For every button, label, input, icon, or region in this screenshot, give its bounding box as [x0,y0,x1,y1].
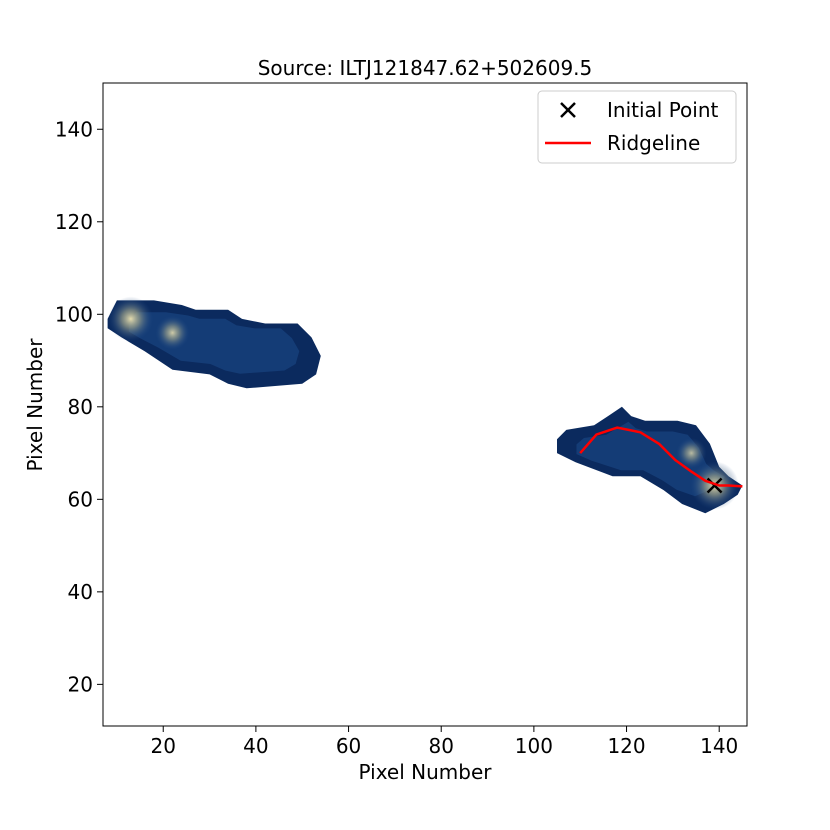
x-tick-label: 20 [151,734,176,758]
x-tick-label: 80 [428,734,453,758]
x-tick-label: 100 [515,734,553,758]
legend-box [537,90,737,164]
series-layer [579,426,743,494]
x-tick-label: 140 [700,734,738,758]
y-tick-label: 80 [68,395,93,419]
y-tick-label: 60 [68,487,93,511]
plot-area: 20 40 60 80 100 120 140 20 40 60 80 100 120 140 [55,82,748,758]
x-tick-label: 60 [336,734,361,758]
legend-label-ridgeline: Ridgeline [607,131,700,155]
emission-peak-right-lobe-1 [676,437,707,469]
x-tick-label: 40 [243,734,268,758]
x-axis-ticks: 20 40 60 80 100 120 140 [151,726,738,758]
y-tick-label: 100 [55,302,93,326]
emission-peak-left-lobe-1 [155,315,190,350]
emission-image [107,296,743,514]
chart-title: Source: ILTJ121847.62+502609.5 [258,56,593,80]
legend-label-initial-point: Initial Point [607,98,719,122]
y-axis-ticks: 20 40 60 80 100 120 140 [55,117,103,696]
legend: Initial Point Ridgeline [537,90,737,164]
y-tick-label: 140 [55,117,93,141]
emission-peak-left-lobe-0 [108,296,154,342]
axes-frame [102,82,748,727]
y-axis-label: Pixel Number [23,338,47,472]
y-tick-label: 40 [68,580,93,604]
ridgeline-line [579,426,743,488]
initial-point-marker [706,477,723,494]
legend-marker-initial-point [560,102,576,118]
x-axis-label: Pixel Number [359,760,493,784]
x-tick-label: 120 [607,734,645,758]
y-tick-label: 20 [68,672,93,696]
y-tick-label: 120 [55,210,93,234]
